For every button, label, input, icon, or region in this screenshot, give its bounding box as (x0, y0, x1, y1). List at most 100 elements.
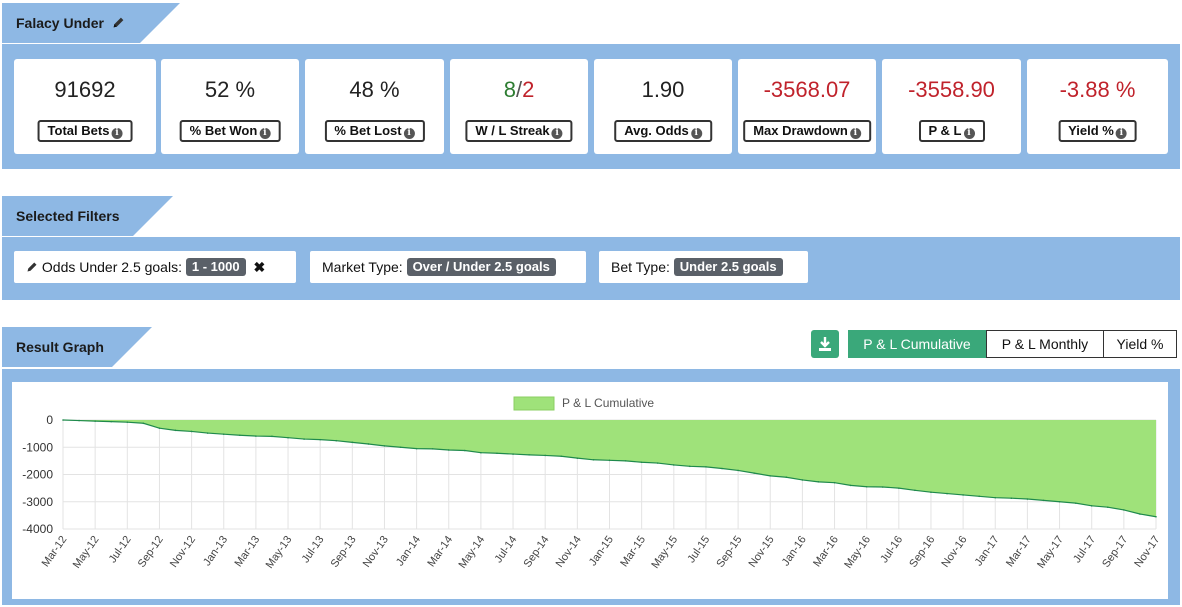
info-icon[interactable]: i (849, 128, 861, 139)
data-point (383, 445, 386, 447)
data-point (560, 455, 563, 458)
x-tick-label: Nov-14 (554, 534, 584, 570)
data-point (367, 443, 370, 445)
close-icon[interactable]: ✖ (253, 259, 266, 275)
y-tick-label: -3000 (22, 495, 53, 509)
data-point (833, 481, 836, 484)
x-tick-label: Jul-17 (1071, 534, 1098, 565)
filter-bet-type: Bet Type: Under 2.5 goals (599, 251, 808, 283)
data-point (1074, 502, 1077, 504)
info-icon[interactable]: i (259, 128, 271, 139)
stat-label[interactable]: Yield % i (1058, 120, 1137, 142)
stat-label[interactable]: Avg. Odds i (614, 120, 712, 142)
x-tick-label: Mar-12 (40, 534, 70, 569)
data-point (994, 496, 997, 499)
info-icon[interactable]: i (963, 128, 975, 139)
info-icon[interactable]: i (111, 128, 123, 139)
filter-odds[interactable]: Odds Under 2.5 goals: 1 - 1000 ✖ (14, 251, 296, 283)
data-point (206, 432, 209, 434)
data-point (721, 467, 723, 470)
pencil-icon[interactable] (112, 4, 125, 44)
pencil-icon[interactable] (26, 252, 38, 284)
data-point (608, 459, 611, 462)
info-icon[interactable]: i (551, 128, 563, 139)
data-point (447, 449, 450, 451)
data-point (946, 492, 948, 495)
x-tick-label: May-17 (1035, 534, 1066, 571)
data-point (110, 420, 113, 423)
x-tick-label: Sep-16 (907, 534, 937, 570)
chart-panel: 0 -1000 -2000 -3000 -4000 Mar-12 May-12 Jul-12 S… (12, 382, 1168, 599)
data-point (496, 452, 498, 455)
filters-band: Odds Under 2.5 goals: 1 - 1000 ✖ Market … (2, 237, 1180, 300)
tab-pl-monthly[interactable]: P & L Monthly (986, 330, 1104, 358)
data-point (512, 453, 514, 455)
data-point (1058, 500, 1061, 503)
stat-value: 1.90 (641, 77, 685, 102)
data-point (255, 435, 257, 437)
data-point (142, 422, 145, 425)
filter-value: Over / Under 2.5 goals (406, 258, 556, 276)
y-tick-label: -1000 (22, 440, 53, 454)
x-tick-label: Jul-14 (492, 534, 519, 565)
stat-label[interactable]: % Bet Lost i (324, 120, 425, 142)
data-point (415, 447, 418, 450)
x-tick-label: Mar-15 (618, 534, 648, 569)
streak-separator: / (515, 77, 523, 102)
data-point (126, 421, 129, 423)
filters-tab: Selected Filters (2, 196, 173, 236)
x-tick-label: Sep-14 (521, 534, 551, 570)
stat-card-total-bets: 91692 Total Bets i (14, 59, 156, 154)
x-tick-label: Jan-15 (587, 534, 616, 568)
data-point (930, 491, 932, 494)
y-tick-label: -2000 (22, 468, 53, 482)
x-tick-label: May-12 (71, 534, 102, 571)
data-point (94, 420, 96, 422)
filter-label: Bet Type: (611, 259, 670, 275)
download-button[interactable] (811, 330, 839, 358)
x-tick-label: Nov-16 (939, 534, 969, 570)
data-point (1026, 498, 1029, 500)
data-point (576, 457, 579, 459)
tab-pl-cumulative[interactable]: P & L Cumulative (848, 330, 986, 358)
x-tick-label: Jul-13 (300, 534, 327, 565)
info-icon[interactable]: i (403, 128, 415, 139)
data-point (174, 429, 177, 432)
x-tick-label: Mar-17 (1004, 534, 1034, 569)
data-point (239, 434, 241, 437)
stat-value: 8/2 (450, 77, 588, 103)
x-tick-label: Mar-14 (425, 534, 455, 569)
stat-card-wl-streak: 8/2 W / L Streak i (450, 59, 588, 154)
x-tick-label: Mar-16 (811, 534, 841, 569)
data-point (335, 439, 338, 442)
data-point (737, 469, 739, 472)
stat-label[interactable]: Max Drawdown i (743, 120, 871, 142)
stat-label[interactable]: Total Bets i (37, 120, 133, 142)
tab-yield[interactable]: Yield % (1103, 330, 1177, 358)
data-point (544, 454, 547, 457)
stat-label[interactable]: W / L Streak i (465, 120, 573, 142)
filter-market-type: Market Type: Over / Under 2.5 goals (310, 251, 586, 283)
data-point (287, 436, 289, 439)
legend-label: P & L Cumulative (562, 396, 654, 410)
x-tick-label: Sep-17 (1100, 534, 1130, 570)
stats-band: 91692 Total Bets i 52 % % Bet Won i 48 % %… (2, 44, 1180, 169)
stat-card-bet-won: 52 % % Bet Won i (161, 59, 299, 154)
streak-lost: 2 (522, 77, 535, 102)
x-tick-label: Mar-13 (233, 534, 263, 569)
data-point (689, 465, 691, 468)
data-point (351, 441, 354, 444)
data-point (528, 454, 530, 456)
result-tab: Result Graph (2, 327, 152, 367)
stat-label[interactable]: % Bet Won i (179, 120, 281, 142)
info-icon[interactable]: i (1115, 128, 1127, 139)
data-point (656, 462, 659, 464)
info-icon[interactable]: i (690, 128, 702, 139)
data-point (399, 446, 402, 449)
data-point (1106, 506, 1109, 508)
data-point (480, 451, 482, 454)
data-point (271, 435, 273, 438)
data-point (817, 481, 820, 483)
